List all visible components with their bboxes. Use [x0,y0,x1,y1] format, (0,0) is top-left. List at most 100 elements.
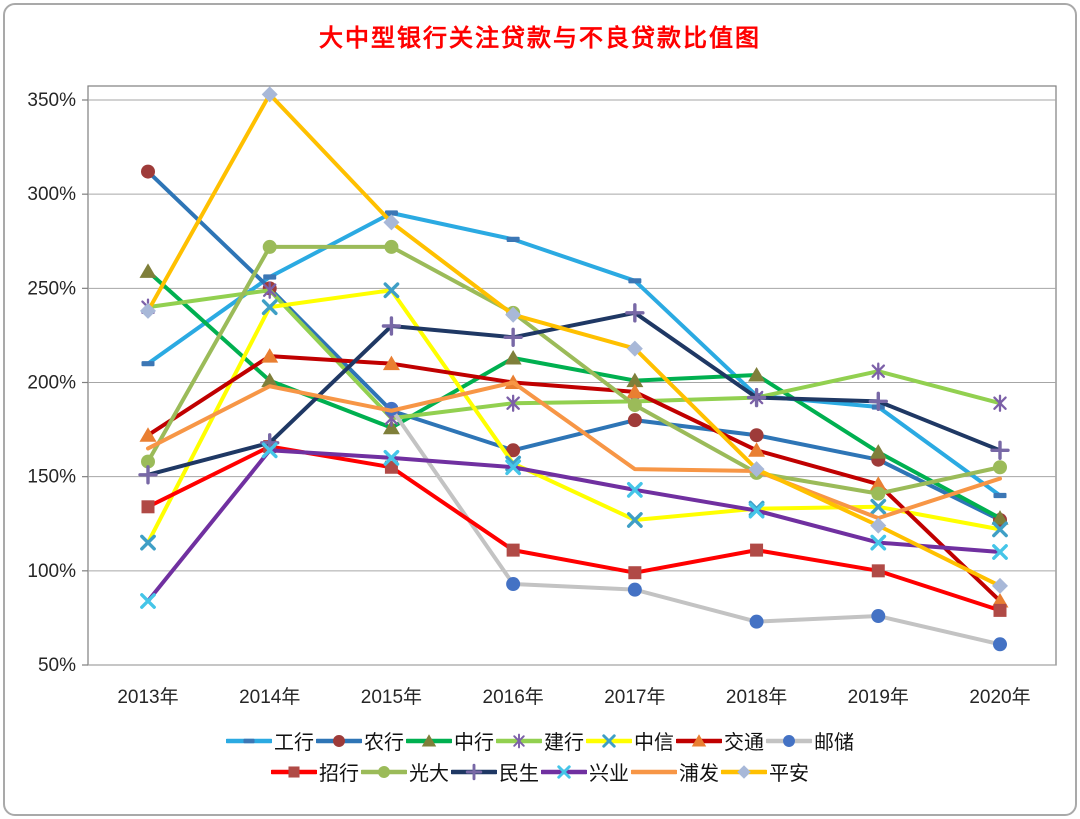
x-label-2016: 2016年 [483,686,544,708]
legend-marker-pingan [737,764,751,779]
series-line-psbc [389,406,1002,647]
series-markers-pingan [140,86,1008,594]
series-markers-psbc [384,401,1007,652]
marker-minsheng-2016 [503,327,523,347]
series-line-icbc [146,211,1002,498]
legend-swatch-bocom [676,733,722,747]
marker-abc-2017 [627,413,642,428]
marker-cib-2013 [140,593,156,609]
marker-pingan-2018 [748,461,765,478]
legend-swatch-ccb [496,733,542,748]
legend-label-cmb: 招行 [319,763,359,785]
series-markers-icbc [141,210,1007,499]
legend-swatch-cib [541,764,587,779]
legend-marker-abc [333,734,345,747]
marker-icbc-2014 [263,274,277,280]
marker-citic-2013 [140,534,156,551]
marker-minsheng-2013 [138,465,158,485]
marker-ccb-2016 [506,394,520,412]
marker-pingan-2014 [261,86,278,103]
series-line-spdb [146,380,1002,521]
legend-item-boc: 中行 [406,726,494,755]
series-markers-boc [139,263,1009,525]
legend-swatch-pingan [721,764,767,779]
marker-pingan-2013 [140,302,156,319]
legend-marker-icbc [243,738,255,743]
series-line-cib [146,448,1002,603]
series-markers-minsheng [138,303,1010,485]
legend-swatch-icbc [226,738,272,743]
legend-marker-citic [602,733,616,748]
marker-minsheng-2017 [625,303,645,323]
marker-psbc-2019 [871,609,886,624]
legend-item-abc: 农行 [316,726,404,755]
series-line-pingan [146,92,1002,588]
marker-minsheng-2019 [868,391,888,412]
legend-marker-boc [421,733,437,747]
legend-label-abc: 农行 [364,732,404,754]
series-line-ccb [146,288,1002,421]
marker-ceb-2017 [627,398,642,413]
y-tick-200: 200% [27,373,76,394]
legend-marker-cmb [288,765,300,778]
marker-cmb-2015 [384,460,398,474]
legend-label-citic: 中信 [634,732,674,754]
marker-ccb-2014 [262,281,277,299]
x-label-2019: 2019年 [848,686,909,708]
marker-ccb-2020 [993,394,1007,412]
y-tick-300: 300% [27,184,76,205]
marker-ceb-2020 [992,460,1007,475]
marker-cmb-2013 [141,500,155,514]
marker-boc-2019 [869,444,887,459]
marker-icbc-2016 [506,236,520,242]
marker-cmb-2018 [750,543,764,557]
marker-cib-2017 [626,481,643,498]
marker-citic-2015 [383,282,400,299]
marker-cmb-2020 [993,603,1007,617]
legend-label-ccb: 建行 [544,732,584,754]
legend-label-cib: 兴业 [589,763,629,785]
marker-cmb-2019 [871,564,885,578]
legend-swatch-spdb [631,769,677,774]
marker-bocom-2017 [626,383,644,399]
marker-ccb-2019 [871,362,886,380]
marker-citic-2014 [261,299,278,316]
marker-cib-2016 [505,459,522,476]
marker-citic-2020 [992,521,1008,538]
marker-cib-2015 [383,449,400,466]
marker-bocom-2015 [382,355,400,371]
legend-label-boc: 中行 [454,732,494,754]
legend-marker-ceb [378,765,390,778]
marker-icbc-2013 [141,361,155,367]
legend-swatch-cmb [271,765,317,778]
marker-minsheng-2015 [381,316,402,336]
marker-citic-2017 [626,512,643,528]
marker-cib-2020 [992,544,1008,560]
x-label-2015: 2015年 [361,686,422,708]
marker-bocom-2013 [139,427,157,442]
y-tick-350: 350% [27,90,76,111]
marker-pingan-2020 [991,577,1008,594]
x-label-2020: 2020年 [969,686,1030,708]
marker-ceb-2015 [384,239,399,254]
legend-label-psbc: 邮储 [814,732,854,754]
series-markers-abc [141,164,1007,527]
y-tick-50: 50% [38,655,76,676]
legend-item-minsheng: 民生 [451,757,539,786]
marker-icbc-2020 [993,492,1007,499]
marker-minsheng-2018 [746,387,767,408]
marker-ceb-2019 [871,486,886,501]
marker-boc-2014 [261,372,279,388]
marker-bocom-2018 [748,442,766,457]
legend-marker-ccb [513,733,525,748]
series-markers-cib [140,442,1008,609]
legend-swatch-citic [586,733,632,748]
marker-abc-2013 [141,164,155,179]
chart-legend: 工行 农行 中行 建行 中信 交通 邮储 招行 光大 民生 兴业 浦发 平安 [0,726,1080,786]
legend-label-pingan: 平安 [769,763,809,785]
legend-item-ceb: 光大 [361,757,449,786]
legend-item-citic: 中信 [586,726,674,755]
legend-label-spdb: 浦发 [679,763,719,785]
marker-boc-2013 [139,263,157,278]
series-line-bocom [146,354,1002,603]
